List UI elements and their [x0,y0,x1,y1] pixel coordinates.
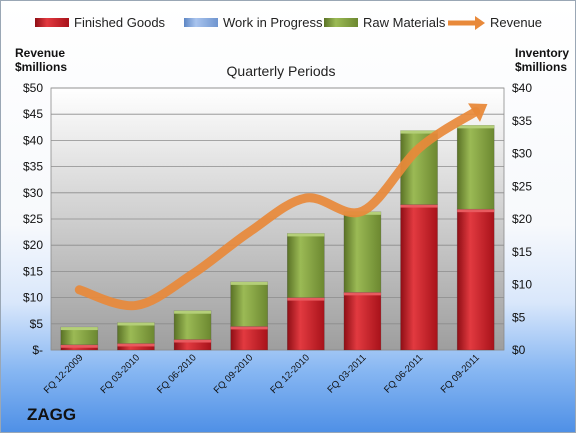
bar-top-raw-materials [60,327,98,331]
category-label: FQ 09-2010 [212,352,256,396]
bar-finished-goods [230,326,268,351]
bar-top-raw-materials [287,233,325,237]
left-tick-label: $5 [30,317,44,331]
category-label: FQ 06-2011 [382,352,425,395]
category-label: FQ 12-2009 [42,352,86,396]
left-tick-label: $25 [23,212,43,226]
legend-swatch-finished-goods [35,18,69,27]
right-tick-label: $5 [512,310,526,324]
left-tick-label: $50 [23,81,43,95]
bar-top-finished-goods [230,326,268,330]
left-tick-label: $20 [23,238,43,252]
bar-raw-materials [287,233,325,298]
bar-top-finished-goods [343,292,381,296]
bar-top-raw-materials [117,322,155,326]
right-tick-label: $40 [512,81,532,95]
bar-top-raw-materials [174,310,212,314]
bar-finished-goods [287,297,325,351]
left-tick-label: $40 [23,133,43,147]
chart-title: Quarterly Periods [227,63,336,79]
category-label: FQ 12-2010 [268,352,312,396]
legend-swatch-raw-materials [324,18,358,27]
bar-top-finished-goods [400,204,438,208]
right-axis-title-line1: Inventory [515,46,569,60]
legend: Finished Goods Work in Progress Raw Mate… [35,15,542,30]
category-label: FQ 06-2010 [155,352,199,396]
bar-finished-goods [456,208,495,351]
legend-label-raw-materials: Raw Materials [363,15,446,30]
left-tick-label: $- [32,343,43,357]
right-tick-label: $15 [512,245,532,259]
bar-raw-materials [343,211,382,293]
legend-revenue-arrowhead [475,16,485,30]
left-axis-title-line1: Revenue [15,46,65,60]
revenue-line [74,107,481,311]
revenue-arrowhead [468,103,488,122]
right-tick-label: $25 [512,179,532,193]
bar-raw-materials [456,125,495,210]
brand-label: ZAGG [27,405,77,424]
legend-swatch-work-in-progress [184,18,218,27]
bar-top-raw-materials [230,281,268,285]
left-tick-label: $15 [23,264,43,278]
left-tick-label: $35 [23,160,43,174]
right-tick-label: $35 [512,114,532,128]
right-tick-label: $20 [512,212,532,226]
category-label: FQ 03-2010 [98,352,142,396]
bar-raw-materials [230,281,268,327]
right-tick-label: $0 [512,343,526,357]
left-tick-label: $30 [23,186,43,200]
category-label: FQ 09-2011 [439,352,482,395]
left-axis-title-line2: $millions [15,60,67,74]
legend-label-work-in-progress: Work in Progress [223,15,323,30]
bar-raw-materials [173,310,212,340]
right-tick-label: $30 [512,147,532,161]
bar-top-finished-goods [60,344,98,348]
legend-label-revenue: Revenue [490,15,542,30]
left-tick-label: $45 [23,107,43,121]
bar-top-raw-materials [457,125,495,129]
right-axis-title-line2: $millions [515,60,567,74]
bar-top-finished-goods [117,343,155,347]
bar-top-finished-goods [287,297,325,301]
left-tick-label: $10 [23,291,43,305]
line-layer [74,103,488,311]
bar-top-raw-materials [400,130,438,134]
bar-finished-goods [400,204,438,351]
bar-top-finished-goods [457,209,495,213]
bar-top-finished-goods [174,339,212,343]
bar-raw-materials [117,322,155,344]
category-label: FQ 03-2011 [325,352,368,395]
right-tick-label: $10 [512,278,532,292]
bar-finished-goods [343,292,382,351]
legend-label-finished-goods: Finished Goods [74,15,166,30]
